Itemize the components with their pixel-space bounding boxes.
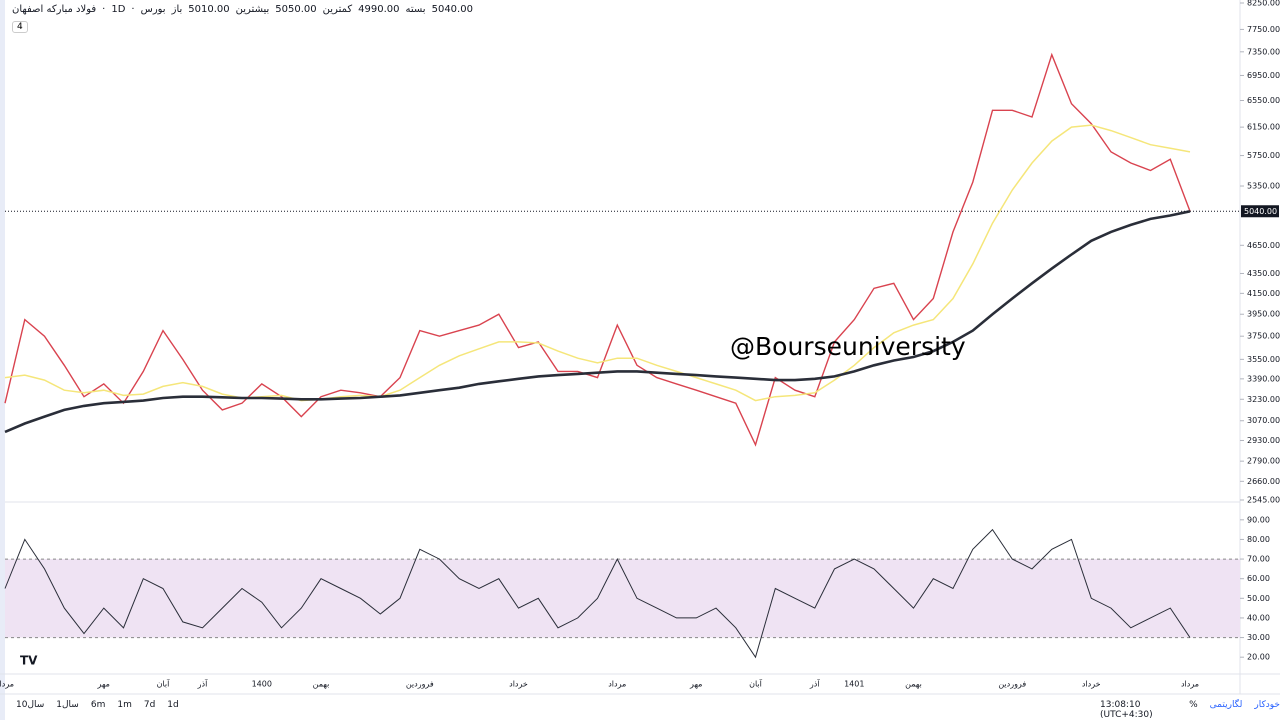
- y-tick-label: 70.00: [1247, 555, 1270, 564]
- x-tick-label: مرداد: [608, 680, 626, 689]
- y-tick-label: 4150.00: [1247, 289, 1280, 298]
- last-price-bg: [1241, 205, 1279, 218]
- series-line: [4, 528, 1191, 659]
- header: فولاد مبارکه اصفهان · 1D · بورس باز 5010.00…: [12, 4, 473, 15]
- x-tick-label: بهمن: [313, 680, 330, 689]
- ohlc-value: 4990.00: [358, 4, 400, 15]
- x-tick-label: مهر: [97, 680, 110, 689]
- y-tick-label: 50.00: [1247, 594, 1270, 603]
- y-tick-label: 60.00: [1247, 574, 1270, 583]
- range-button[interactable]: 6m: [90, 700, 106, 710]
- y-tick-label: 2790.00: [1247, 457, 1280, 466]
- x-tick-label: آذر: [197, 679, 208, 689]
- x-tick-label: خرداد: [1082, 680, 1101, 689]
- watermark: @Bourseuniversity: [730, 332, 966, 361]
- side-strip: [0, 0, 5, 720]
- x-tick-label: 1401: [844, 680, 864, 689]
- clock: 13:08:10 (UTC+4:30): [1100, 700, 1153, 720]
- x-tick-label: فروردین: [406, 680, 434, 689]
- x-tick-label: 1400: [252, 680, 272, 689]
- y-tick-label: 3550.00: [1247, 355, 1280, 364]
- ohlc-value: 5010.00: [188, 4, 230, 15]
- logo: TV: [20, 654, 38, 668]
- symbol-title: فولاد مبارکه اصفهان: [12, 4, 97, 15]
- ohlc-value: 5050.00: [275, 4, 317, 15]
- last-price-label: 5040.00: [1244, 207, 1277, 216]
- ohlc-label: بیشترین: [235, 4, 270, 15]
- badge[interactable]: 4: [12, 21, 28, 33]
- series-line: [4, 124, 1191, 402]
- y-tick-label: 7350.00: [1247, 47, 1280, 56]
- series-line: [4, 52, 1191, 447]
- range-button[interactable]: 10سال: [16, 700, 45, 710]
- y-tick-label: 8250.00: [1247, 0, 1280, 8]
- y-tick-label: 6150.00: [1247, 123, 1280, 132]
- y-tick-label: 5350.00: [1247, 182, 1280, 191]
- ohlc: باز 5010.00 بیشترین 5050.00 کمترین 4990.00 بست…: [172, 4, 473, 15]
- x-tick-label: آبان: [157, 679, 171, 689]
- log-toggle[interactable]: لگاریتمی: [1209, 700, 1243, 710]
- exchange: بورس: [140, 4, 166, 15]
- x-tick-label: خرداد: [509, 680, 528, 689]
- y-tick-label: 3750.00: [1247, 332, 1280, 341]
- ohlc-label: باز: [171, 4, 183, 15]
- series-line: [4, 210, 1191, 434]
- y-tick-label: 30.00: [1247, 633, 1270, 642]
- x-tick-label: مهر: [689, 680, 702, 689]
- y-tick-label: 4650.00: [1247, 241, 1280, 250]
- y-tick-label: 3230.00: [1247, 395, 1280, 404]
- y-tick-label: 7750.00: [1247, 25, 1280, 34]
- x-tick-label: آذر: [809, 679, 820, 689]
- y-tick-label: 6550.00: [1247, 96, 1280, 105]
- y-tick-label: 20.00: [1247, 653, 1270, 662]
- y-tick-label: 5750.00: [1247, 151, 1280, 160]
- y-tick-label: 2545.00: [1247, 496, 1280, 505]
- range-button[interactable]: 1d: [167, 700, 179, 710]
- x-tick-label: بهمن: [905, 680, 922, 689]
- y-tick-label: 80.00: [1247, 535, 1270, 544]
- ohlc-value: 5040.00: [431, 4, 473, 15]
- ohlc-label: بسته: [405, 4, 426, 15]
- y-tick-label: 2930.00: [1247, 436, 1280, 445]
- y-tick-label: 3950.00: [1247, 310, 1280, 319]
- y-tick-label: 2660.00: [1247, 477, 1280, 486]
- x-tick-label: فروردین: [998, 680, 1026, 689]
- rsi-band: [5, 559, 1240, 638]
- range-button[interactable]: 7d: [143, 700, 156, 710]
- interval: 1D: [111, 4, 126, 15]
- y-tick-label: 4350.00: [1247, 269, 1280, 278]
- x-tick-label: مرداد: [1181, 680, 1199, 689]
- y-tick-label: 3070.00: [1247, 416, 1280, 425]
- range-button[interactable]: 1سال: [56, 700, 79, 710]
- ohlc-label: کمترین: [322, 4, 353, 15]
- y-tick-label: 3390.00: [1247, 374, 1280, 383]
- percent-toggle[interactable]: %: [1189, 700, 1198, 710]
- y-tick-label: 40.00: [1247, 613, 1270, 622]
- x-tick-label: آبان: [749, 679, 763, 689]
- y-tick-label: 6950.00: [1247, 71, 1280, 80]
- status: 13:08:10 (UTC+4:30) % لگاریتمی خودکار: [1100, 700, 1280, 720]
- range-button[interactable]: 1m: [117, 700, 132, 710]
- y-tick-label: 90.00: [1247, 515, 1270, 524]
- auto-toggle[interactable]: خودکار: [1254, 700, 1280, 710]
- x-tick-label: مرداد: [0, 680, 14, 689]
- range-buttons: 10سال 1سال 6m 1m 7d 1d: [16, 700, 179, 710]
